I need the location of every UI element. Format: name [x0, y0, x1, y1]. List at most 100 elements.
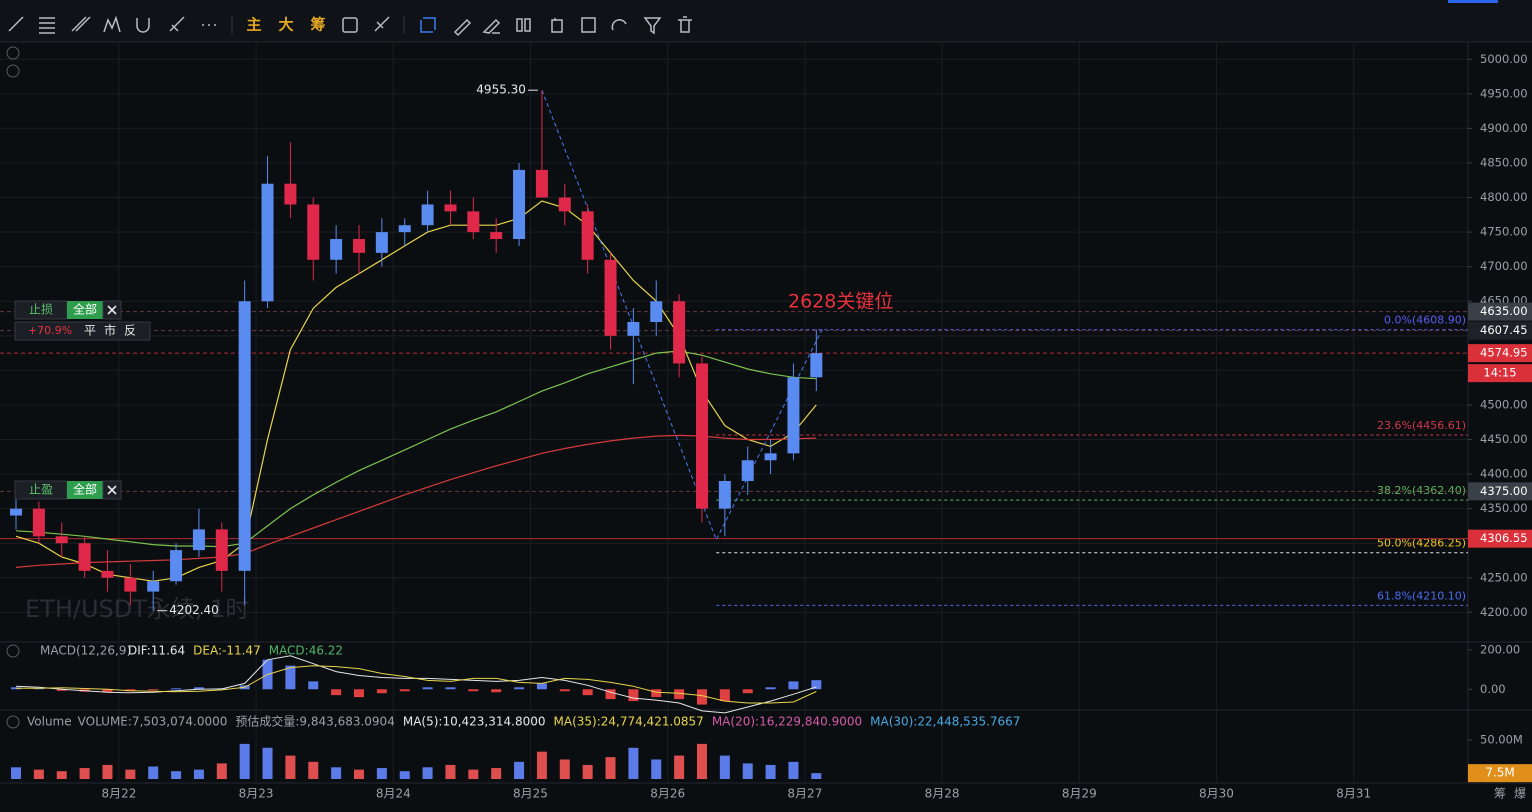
x-tick-label: 8月26: [650, 787, 685, 801]
candle-body: [101, 570, 114, 578]
candle-body: [375, 232, 388, 253]
macd-bar: [491, 689, 502, 693]
position-label: 止盈: [29, 483, 53, 497]
x-tick-label: 8月30: [1199, 787, 1234, 801]
macd-bar: [308, 681, 319, 690]
fib-label: 50.0%(4286.25): [1377, 537, 1466, 550]
corner-label[interactable]: 爆: [1514, 787, 1526, 801]
delete-tool[interactable]: [678, 16, 692, 33]
price-box-label: 4574.95: [1480, 346, 1528, 360]
volume-last-box: [1468, 764, 1532, 783]
candle-body: [32, 508, 45, 537]
price-box: [1468, 529, 1532, 548]
volume-readout: VOLUME:7,503,074.0000: [78, 715, 228, 729]
macd-bar: [376, 689, 387, 694]
macd-bar: [582, 689, 593, 696]
position-action[interactable]: 反: [124, 324, 136, 338]
volume-bar: [742, 763, 753, 779]
volume-bar: [628, 747, 639, 779]
measure-tool[interactable]: [169, 16, 185, 32]
volume-last-label: 7.5M: [1485, 766, 1514, 780]
volume-bar: [536, 751, 547, 779]
layout-tool[interactable]: [516, 18, 523, 32]
candle-body: [787, 377, 800, 454]
volume-bar: [193, 769, 204, 779]
volume-bar: [331, 767, 342, 779]
pane-toggle[interactable]: [6, 715, 20, 729]
candle-body: [147, 581, 160, 592]
volume-bar: [514, 761, 525, 779]
brush-tool[interactable]: [374, 16, 390, 32]
volume-readout: MA(20):16,229,840.9000: [712, 715, 862, 729]
candle-body: [124, 577, 137, 592]
volume-bar: [102, 764, 113, 779]
volume-bar: [239, 743, 250, 779]
collapse-icon[interactable]: [6, 46, 20, 60]
position-button[interactable]: [67, 301, 103, 319]
sync-tool[interactable]: [611, 19, 627, 31]
candle-body: [695, 363, 708, 509]
volume-bar: [11, 767, 22, 779]
candle-body: [170, 550, 183, 582]
indicator-tool[interactable]: [342, 17, 358, 33]
collapse-icon[interactable]: [6, 64, 20, 78]
macd-bar: [102, 689, 113, 693]
position-action[interactable]: 市: [104, 323, 116, 338]
macd-bar: [171, 688, 182, 690]
volume-bar: [285, 755, 296, 779]
x-tick-label: 8月31: [1336, 787, 1371, 801]
volume-bar: [376, 768, 387, 779]
position-button-label[interactable]: 全部: [73, 482, 97, 497]
volume-readout: MA(35):24,774,421.0857: [554, 715, 704, 729]
macd-bar: [514, 687, 525, 690]
extreme-label: 4955.30: [476, 83, 526, 97]
note-tool[interactable]: [581, 17, 596, 33]
pane-toggle[interactable]: [6, 644, 20, 658]
close-icon[interactable]: [107, 485, 117, 495]
highlight-tool[interactable]: [482, 18, 501, 34]
pattern-tool[interactable]: [103, 15, 121, 33]
key-level-annotation: 2628关键位: [788, 291, 893, 313]
lock-tool[interactable]: [551, 18, 563, 33]
macd-bar: [651, 689, 662, 698]
macd-bar: [193, 687, 204, 690]
corner-label[interactable]: 筹: [1494, 787, 1506, 801]
candle-body: [467, 211, 480, 233]
volume-bar: [33, 769, 44, 779]
position-label: 止损: [29, 303, 53, 317]
position-button-label[interactable]: 全部: [73, 302, 97, 317]
macd-bar: [559, 689, 570, 692]
close-icon[interactable]: [107, 305, 117, 315]
magnet-tool[interactable]: [136, 18, 150, 33]
macd-bar: [742, 689, 753, 694]
candle-body: [10, 508, 23, 516]
volume-bar: [262, 747, 273, 779]
y-tick-label: 0.00: [1480, 682, 1506, 696]
x-tick-label: 8月29: [1062, 787, 1097, 801]
select-tool[interactable]: [420, 17, 436, 33]
macd-bar: [399, 689, 410, 692]
y-tick-label: 4500.00: [1480, 397, 1528, 411]
parallel-tool[interactable]: [39, 17, 55, 34]
macd-bar: [628, 689, 639, 702]
toolbar-label[interactable]: 主: [246, 16, 261, 34]
volume-readout: 预估成交量:9,843,683.0904: [235, 714, 394, 729]
position-button[interactable]: [67, 481, 103, 499]
x-tick-label: 8月22: [101, 787, 136, 801]
volume-bar: [148, 766, 159, 779]
macd-bar: [696, 689, 707, 705]
channel-tool[interactable]: [71, 16, 91, 32]
toolbar-label[interactable]: 大: [278, 16, 293, 34]
candle-body: [261, 183, 274, 302]
layout-tool-2[interactable]: [524, 18, 531, 32]
x-tick-label: 8月28: [925, 787, 960, 801]
pen-tool[interactable]: [453, 18, 472, 37]
position-action[interactable]: 平: [84, 324, 96, 338]
line-tool[interactable]: [8, 16, 24, 32]
toolbar-label[interactable]: 筹: [310, 16, 325, 34]
volume-readout: MA(5):10,423,314.8000: [403, 715, 546, 729]
fib-label: 23.6%(4456.61): [1377, 419, 1466, 432]
filter-tool[interactable]: [643, 17, 662, 35]
